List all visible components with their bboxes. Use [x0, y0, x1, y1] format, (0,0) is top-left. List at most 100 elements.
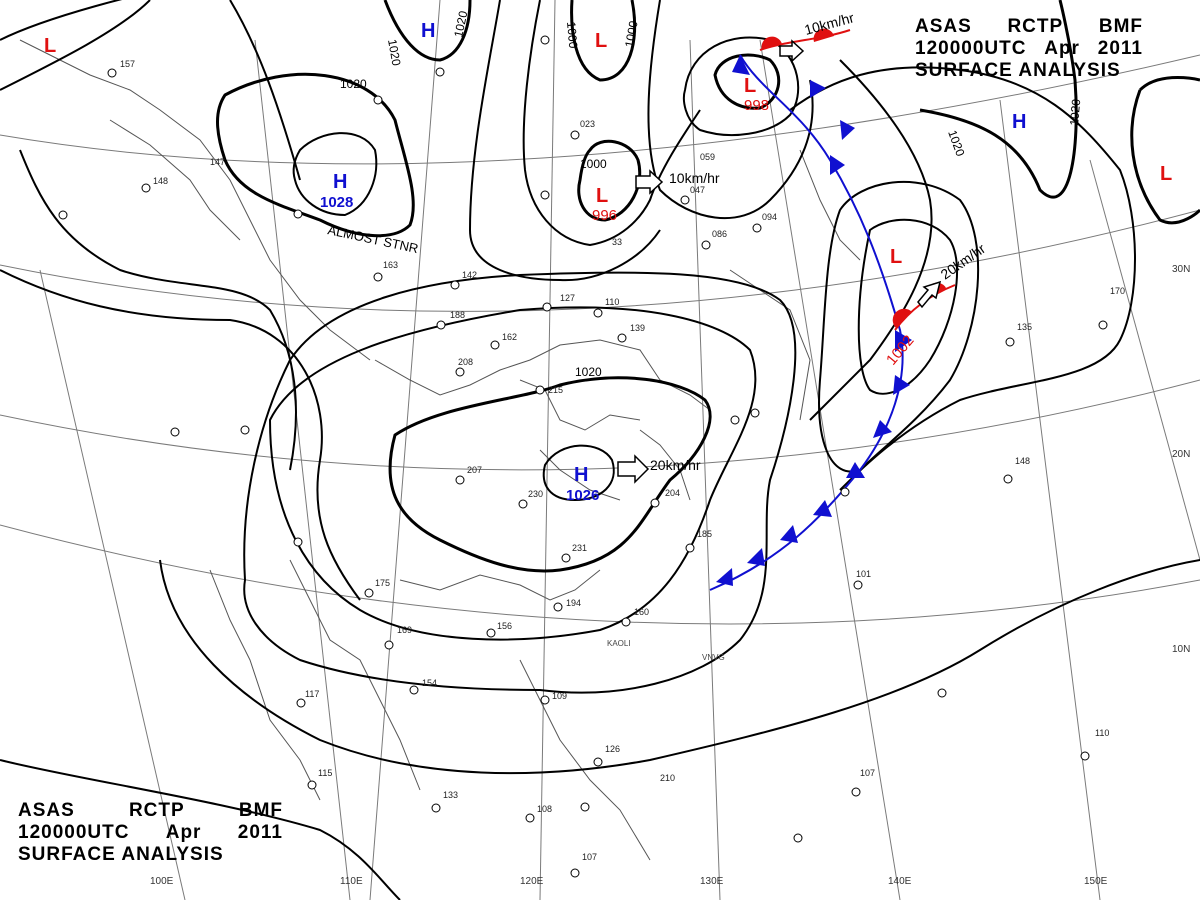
- station-label: 170: [1110, 286, 1125, 296]
- low-center-value: 998: [744, 97, 769, 114]
- latitude-label: 30N: [1172, 264, 1190, 275]
- motion-label: 20km/hr: [650, 457, 701, 473]
- header-time: 120000UTC: [915, 38, 1027, 59]
- station-label: 108: [537, 804, 552, 814]
- high-center-symbol: H: [1012, 111, 1026, 133]
- station-label: 175: [375, 578, 390, 588]
- station-label: 047: [690, 185, 705, 195]
- header-time: 120000UTC: [18, 822, 130, 843]
- station-label: 115: [318, 768, 332, 778]
- station-label: 208: [458, 357, 473, 367]
- station-label: 107: [582, 852, 597, 862]
- station-label: 207: [467, 465, 482, 475]
- low-center-symbol: L: [890, 246, 902, 268]
- latitude-label: 20N: [1172, 449, 1190, 460]
- longitude-label: 130E: [700, 876, 724, 887]
- station-label: 231: [572, 543, 587, 553]
- header-station: RCTP: [128, 800, 185, 821]
- station-label: 162: [502, 332, 517, 342]
- station-label: 127: [560, 293, 575, 303]
- high-center-symbol: H: [574, 464, 588, 486]
- station-label: 148: [153, 176, 168, 186]
- station-plots: [58, 35, 1108, 878]
- station-label: 107: [860, 768, 875, 778]
- isobar-label: 1020: [340, 77, 367, 91]
- station-label: 230: [528, 489, 543, 499]
- high-center-symbol: H: [421, 20, 435, 42]
- isobar-label: 1020: [1067, 98, 1083, 126]
- latitude-labels: 30N 20N 10N: [1172, 264, 1190, 655]
- isobar-label: 1000: [564, 21, 580, 49]
- place-label-vnvg: VNVG: [702, 653, 725, 662]
- high-center-value: 1026: [566, 487, 599, 504]
- low-center-symbol: L: [1160, 163, 1172, 185]
- station-label: 135: [1017, 322, 1032, 332]
- high-center-symbol: H: [333, 171, 347, 193]
- place-label-kaoli: KAOLI: [607, 639, 631, 648]
- longitude-label: 140E: [888, 876, 912, 887]
- station-label: 147: [210, 157, 225, 167]
- station-label: 110: [1095, 728, 1109, 738]
- motion-label: 10km/hr: [669, 170, 720, 186]
- station-label: 204: [665, 488, 680, 498]
- header-title: SURFACE ANALYSIS: [915, 60, 1121, 81]
- header-bottom: ASAS RCTP BMF 120000UTC Apr 2011 SURFACE…: [18, 800, 283, 866]
- station-label: 154: [422, 678, 437, 688]
- latitude-label: 10N: [1172, 644, 1190, 655]
- station-label: 210: [660, 773, 675, 783]
- header-region: ASAS: [18, 800, 75, 821]
- station-label: 023: [580, 119, 595, 129]
- station-label: 086: [712, 229, 727, 239]
- station-label: 142: [462, 270, 477, 280]
- header-code: BMF: [238, 800, 283, 821]
- station-label: 109: [552, 691, 567, 701]
- station-label: 156: [497, 621, 512, 631]
- header-title: SURFACE ANALYSIS: [18, 844, 224, 865]
- longitude-label: 110E: [340, 876, 363, 887]
- station-label: 117: [305, 689, 319, 699]
- isobar-label: 1000: [622, 19, 640, 48]
- low-center-symbol: L: [744, 75, 756, 97]
- station-label: 157: [120, 59, 135, 69]
- station-label: 169: [397, 625, 412, 635]
- coastlines: [19, 39, 861, 861]
- header-year: 2011: [1097, 38, 1143, 59]
- station-label: 194: [566, 598, 581, 608]
- isobar-label: 1020: [575, 365, 602, 379]
- station-label: 185: [697, 529, 712, 539]
- header-station: RCTP: [1007, 16, 1064, 37]
- header-region: ASAS: [915, 16, 972, 37]
- isobar-label: 1020: [385, 38, 403, 67]
- motion-arrows: [617, 39, 942, 484]
- station-label: 215: [548, 385, 563, 395]
- station-label: 148: [1015, 456, 1030, 466]
- longitude-label: 150E: [1084, 876, 1108, 887]
- header-year: 2011: [237, 822, 283, 843]
- low-center-symbol: L: [44, 35, 56, 57]
- station-label: 139: [630, 323, 645, 333]
- longitude-labels: 100E 110E 120E 130E 140E 150E: [150, 876, 1108, 887]
- station-label: 110: [605, 297, 619, 307]
- header-month: Apr: [165, 822, 202, 843]
- station-label: 101: [856, 569, 871, 579]
- cold-front: [709, 54, 912, 591]
- station-label: 160: [634, 607, 649, 617]
- station-label: 094: [762, 212, 777, 222]
- low-center-symbol: L: [596, 185, 608, 207]
- warm-front: [759, 28, 956, 331]
- isobar-label: 1020: [451, 9, 470, 38]
- high-center-value: 1028: [320, 194, 353, 211]
- header-top: ASAS RCTP BMF 120000UTC Apr 2011 SURFACE…: [915, 16, 1143, 82]
- station-labels: 207 230 231 194 160 156 169 175 154 117 …: [120, 59, 1125, 862]
- station-label: 33: [612, 237, 622, 247]
- isobar-labels: 1020 1020 1020 1020 1000 1000 1000 1020 …: [340, 9, 1083, 379]
- station-label: 133: [443, 790, 458, 800]
- station-label: 188: [450, 310, 465, 320]
- low-center-value: 996: [592, 207, 617, 224]
- station-label: 163: [383, 260, 398, 270]
- header-month: Apr: [1044, 38, 1080, 59]
- isobar-label: 1000: [580, 157, 607, 171]
